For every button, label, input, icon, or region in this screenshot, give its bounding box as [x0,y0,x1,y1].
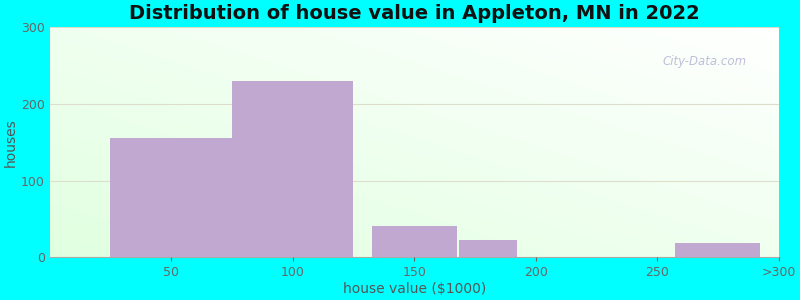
X-axis label: house value ($1000): house value ($1000) [342,282,486,296]
Bar [110,138,232,257]
Bar [459,240,518,257]
Text: City-Data.com: City-Data.com [662,55,746,68]
Bar [372,226,457,257]
Bar [232,81,354,257]
Y-axis label: houses: houses [4,118,18,166]
Bar [675,243,761,257]
Title: Distribution of house value in Appleton, MN in 2022: Distribution of house value in Appleton,… [129,4,699,23]
